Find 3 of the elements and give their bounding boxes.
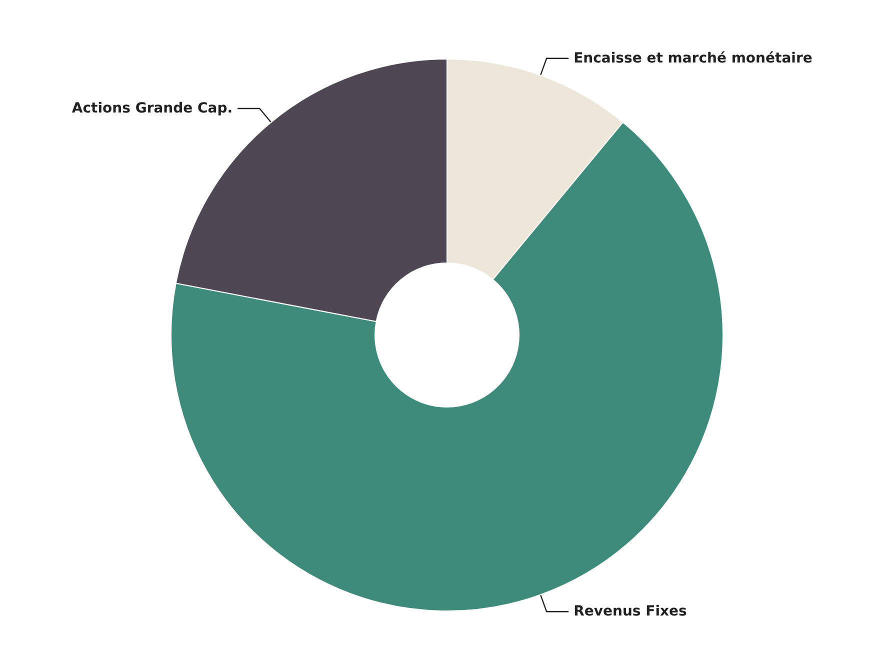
slice-label: Actions Grande Cap.: [72, 100, 233, 116]
slice-label: Revenus Fixes: [574, 604, 687, 620]
slice-label: Encaisse et marché monétaire: [574, 50, 812, 66]
